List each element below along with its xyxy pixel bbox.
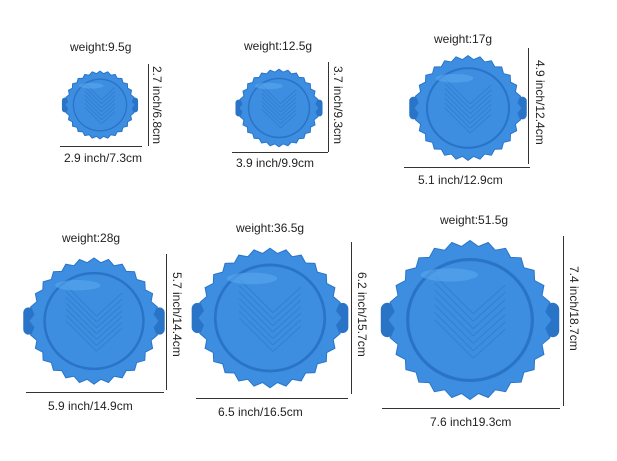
width-dimension-label: 2.9 inch/7.3cm (64, 151, 143, 165)
width-dimension-line (382, 408, 560, 409)
height-dimension-line (528, 48, 529, 164)
weight-label: weight:12.5g (244, 39, 313, 53)
width-dimension-line (196, 398, 348, 399)
height-dimension-label: 5.7 inch/14.4cm (170, 272, 184, 357)
height-dimension-label: 4.9 inch/12.4cm (533, 60, 547, 145)
width-dimension-label: 6.5 inch/16.5cm (218, 405, 303, 419)
silicone-mold-image (23, 257, 165, 385)
silicone-mold-image (380, 239, 560, 401)
weight-label: weight:9.5g (70, 40, 132, 54)
weight-label: weight:51.5g (440, 213, 509, 227)
silicone-mold-image (409, 54, 527, 162)
width-dimension-line (60, 146, 142, 147)
silicone-mold-image (61, 70, 139, 140)
height-dimension-line (563, 236, 564, 406)
width-dimension-label: 3.9 inch/9.9cm (236, 156, 315, 170)
height-dimension-line (148, 64, 149, 146)
width-dimension-line (404, 167, 530, 168)
width-dimension-label: 5.1 inch/12.9cm (418, 173, 503, 187)
height-dimension-line (351, 242, 352, 394)
weight-label: weight:28g (62, 231, 121, 245)
weight-label: weight:36.5g (236, 221, 305, 235)
height-dimension-line (166, 254, 167, 390)
silicone-mold-image (191, 247, 349, 389)
width-dimension-label: 7.6 inch19.3cm (430, 415, 512, 429)
height-dimension-label: 2.7 inch/6.8cm (150, 66, 164, 145)
height-dimension-label: 7.4 inch/18.7cm (567, 266, 581, 351)
width-dimension-label: 5.9 inch/14.9cm (48, 399, 133, 413)
weight-label: weight:17g (434, 32, 493, 46)
height-dimension-label: 3.7 inch/9.3cm (331, 66, 345, 145)
height-dimension-line (328, 62, 329, 152)
width-dimension-line (232, 152, 328, 153)
height-dimension-label: 6.2 inch/15.7cm (355, 272, 369, 357)
width-dimension-line (26, 392, 164, 393)
silicone-mold-image (235, 68, 323, 148)
